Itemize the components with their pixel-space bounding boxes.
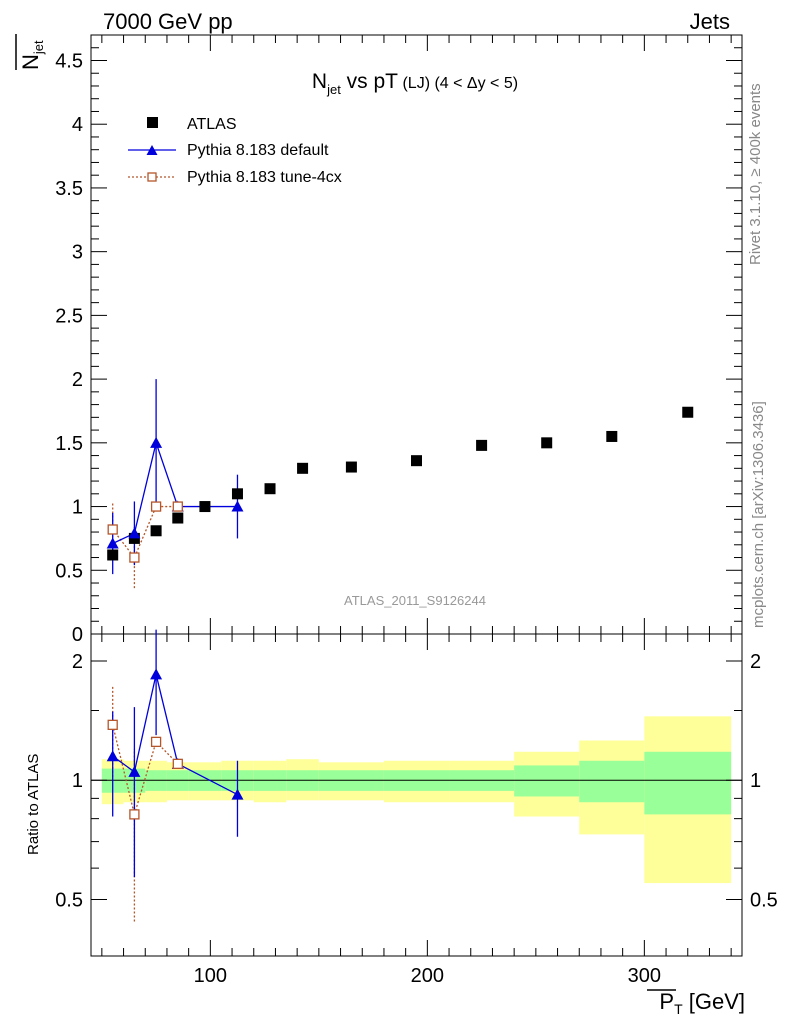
atlas-point-1 bbox=[128, 532, 140, 544]
ratio-ytick-label-right-1: 1 bbox=[750, 770, 761, 792]
main-tune-point-0 bbox=[107, 524, 118, 535]
main-ylabel-n: N bbox=[18, 54, 43, 70]
data-marks bbox=[106, 379, 694, 922]
main-ytick-label-4: 2 bbox=[72, 369, 83, 391]
ratio-default-point-4 bbox=[231, 788, 244, 800]
main-tune-line bbox=[112, 505, 178, 559]
main-default-line bbox=[112, 440, 238, 545]
atlas-point-13 bbox=[682, 406, 694, 418]
main-default-point-1 bbox=[128, 527, 141, 539]
main-ylabel: Njet bbox=[15, 34, 46, 70]
atlas-point-9 bbox=[411, 455, 422, 467]
main-ytick-label-7: 3.5 bbox=[55, 178, 83, 200]
ratio-ytick-label-left-0: 0.5 bbox=[55, 889, 83, 911]
ratio-tune-point-2 bbox=[150, 736, 162, 748]
main-default-point-4 bbox=[231, 500, 244, 512]
ratio-ytick-label-left-2: 2 bbox=[72, 651, 83, 673]
atlas-point-0 bbox=[107, 549, 119, 561]
mcplots-label: mcplots.cern.ch [arXiv:1306.3436] bbox=[750, 401, 767, 628]
main-ytick-label-8: 4 bbox=[72, 114, 83, 136]
main-ytick-label-0: 0 bbox=[72, 624, 83, 646]
main-ytick-label-9: 4.5 bbox=[55, 50, 83, 72]
band-inner-11 bbox=[514, 765, 580, 797]
atlas-point-11 bbox=[541, 437, 553, 449]
ratio-default-point-1 bbox=[128, 765, 141, 777]
axes: 0 0.5 1 1.5 2 2.5 3 3.5 4 4.5 0.5 0.5 1 1 2 2 100 200 300 bbox=[55, 34, 778, 987]
xtick-label-0: 100 bbox=[194, 965, 227, 987]
xtick-label-1: 200 bbox=[411, 965, 444, 987]
ratio-tune-point-1 bbox=[129, 809, 140, 820]
atlas-point-4 bbox=[199, 501, 211, 513]
main-ytick-label-6: 3 bbox=[72, 242, 83, 264]
legend-tune-marker bbox=[147, 172, 157, 182]
ratio-default-point-2 bbox=[150, 668, 163, 680]
main-tune-point-2 bbox=[150, 501, 162, 512]
legend-default-label: Pythia 8.183 default bbox=[187, 142, 329, 159]
xtick-label-2: 300 bbox=[628, 965, 661, 987]
main-ytick-label-1: 0.5 bbox=[55, 560, 83, 582]
band-inner-13 bbox=[644, 751, 732, 815]
ratio-ytick-label-left-1: 1 bbox=[72, 770, 83, 792]
main-default-point-0 bbox=[106, 537, 119, 549]
legend-default-marker bbox=[146, 145, 158, 155]
main-ytick-label-5: 2.5 bbox=[55, 305, 83, 327]
ratio-ytick-label-right-2: 2 bbox=[750, 651, 761, 673]
rivet-label: Rivet 3.1.10, ≥ 400k events bbox=[747, 83, 764, 265]
main-tune-point-1 bbox=[129, 552, 140, 563]
main-tune-point-3 bbox=[172, 501, 183, 512]
ratio-ytick-label-right-0: 0.5 bbox=[750, 889, 778, 911]
atlas-point-12 bbox=[606, 430, 618, 442]
main-ytick-label-3: 1.5 bbox=[55, 433, 83, 455]
legend-tune-label: Pythia 8.183 tune-4cx bbox=[187, 169, 342, 186]
atlas-point-3 bbox=[172, 512, 184, 524]
plot-title: Njet vs pT (LJ) (4 < Δy < 5) bbox=[312, 70, 518, 97]
uncertainty-bands bbox=[101, 716, 732, 884]
ratio-tune-point-0 bbox=[107, 719, 118, 730]
ratio-frame bbox=[90, 633, 743, 957]
svg-text:PT [GeV]: PT [GeV] bbox=[659, 989, 745, 1017]
analysis-watermark: ATLAS_2011_S9126244 bbox=[344, 593, 486, 608]
atlas-point-10 bbox=[476, 439, 488, 451]
x-axis-title: PT [GeV] bbox=[647, 989, 745, 1017]
band-inner-12 bbox=[579, 760, 645, 803]
atlas-point-2 bbox=[150, 525, 162, 537]
atlas-point-6 bbox=[264, 483, 276, 495]
ratio-default-point-0 bbox=[106, 750, 119, 762]
legend-atlas-marker bbox=[147, 117, 158, 128]
legend: ATLAS Pythia 8.183 default Pythia 8.183 … bbox=[128, 116, 342, 186]
energy-label: 7000 GeV pp bbox=[103, 9, 233, 34]
atlas-point-8 bbox=[345, 461, 357, 473]
svg-text:Njet: Njet bbox=[18, 40, 46, 70]
ratio-tune-point-3 bbox=[172, 758, 183, 770]
process-label: Jets bbox=[690, 9, 730, 34]
atlas-point-7 bbox=[297, 462, 309, 474]
ratio-ylabel: Ratio to ATLAS bbox=[25, 754, 42, 855]
main-ylabel-sub: jet bbox=[31, 40, 46, 55]
atlas-point-5 bbox=[231, 488, 243, 500]
legend-atlas-label: ATLAS bbox=[187, 116, 237, 133]
ratio-tune-line bbox=[112, 724, 179, 817]
main-ytick-label-2: 1 bbox=[72, 497, 83, 519]
main-default-point-2 bbox=[150, 436, 163, 448]
